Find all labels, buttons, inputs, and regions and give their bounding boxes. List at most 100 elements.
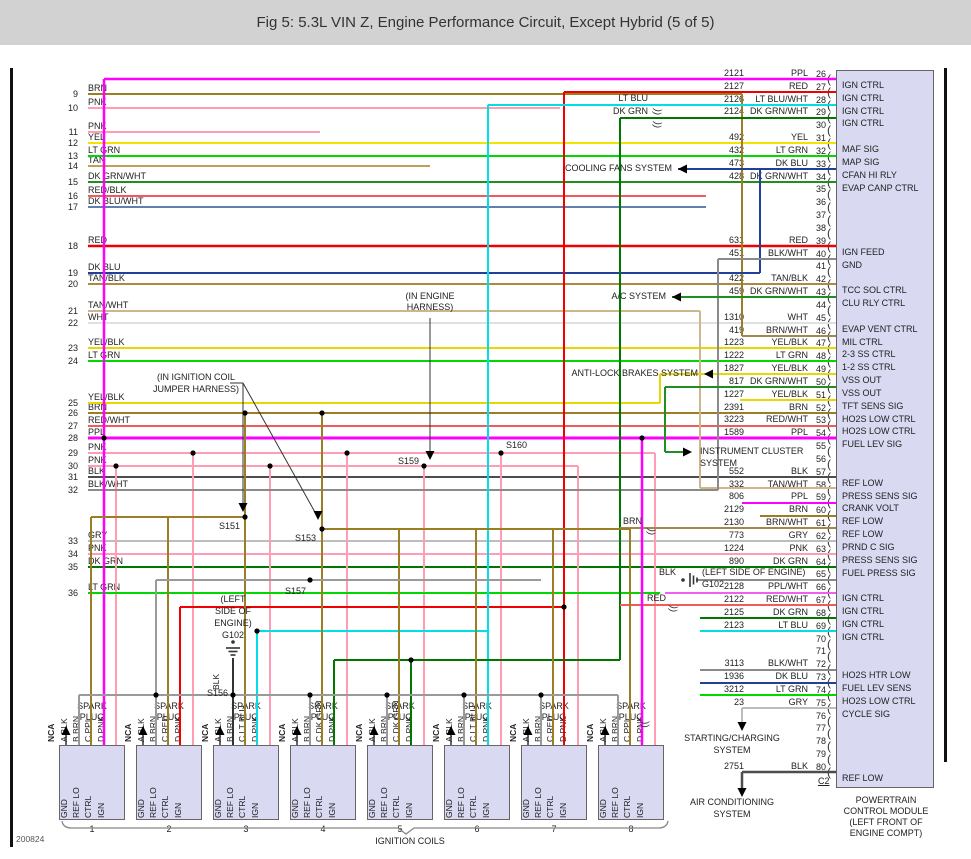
pin-signal-label: PRND C SIG — [842, 541, 895, 552]
pin-number: 65 — [815, 569, 826, 580]
pin-circuit-number: 631 — [728, 234, 744, 245]
pin-circuit-number: 2124 — [723, 106, 744, 117]
pin-number: 38 — [815, 222, 826, 233]
splice-junction-dot — [344, 450, 350, 456]
pcm-caption-line: CONTROL MODULE — [843, 806, 929, 816]
ignition-coil-box — [290, 745, 356, 820]
arrowhead — [678, 164, 687, 174]
pin-signal-label: IGN CTRL — [842, 105, 885, 116]
ignition-coil-box — [598, 745, 664, 820]
pin-number: 74 — [815, 684, 826, 695]
splice-junction-dot — [319, 410, 325, 416]
left-row-number: 20 — [67, 279, 78, 289]
left-border-bar — [10, 68, 13, 847]
left-row-number: 14 — [67, 161, 78, 171]
pin-signal-label: 1-2 SS CTRL — [842, 362, 896, 373]
pin-circuit-number: 3212 — [723, 683, 744, 694]
left-row-wire-color: YEL/BLK — [88, 337, 125, 347]
pin-signal-label: HO2S HTR LOW — [842, 670, 911, 681]
pin-number: 75 — [815, 697, 826, 708]
pin-number: 47 — [815, 338, 826, 349]
arrowhead — [238, 503, 248, 512]
pcm-caption: POWERTRAIN CONTROL MODULE (LEFT FRONT OF… — [826, 795, 946, 839]
pin-number: 72 — [815, 659, 826, 670]
pin-number: 59 — [815, 492, 826, 503]
pin-number: 55 — [815, 441, 826, 452]
harness-annotation: RED — [646, 593, 666, 603]
title-bar: Fig 5: 5.3L VIN Z, Engine Performance Ci… — [0, 0, 971, 45]
pin-number: 67 — [815, 595, 826, 606]
left-row-wire-color: YEL/BLK — [88, 392, 125, 402]
pin-circuit-number: 890 — [728, 555, 744, 566]
pin-circuit-number: 1224 — [723, 542, 744, 553]
harness-annotation: COOLING FANS SYSTEM — [564, 163, 672, 173]
pin-circuit-number: 422 — [728, 273, 744, 284]
splice-junction-dot — [101, 435, 107, 441]
pin-number: 73 — [815, 672, 826, 683]
ground-symbol-dot — [681, 578, 685, 582]
pin-bracket: ( — [827, 213, 831, 228]
harness-annotation: SYSTEM — [700, 458, 738, 468]
splice-junction-dot — [461, 692, 467, 698]
pin-wire-color: DK GRN/WHT — [750, 375, 808, 386]
pin-number: 39 — [815, 235, 826, 246]
pin-number: 30 — [815, 120, 826, 131]
arrowhead — [369, 726, 379, 735]
splice-junction-dot — [319, 526, 325, 532]
splice-junction-dot — [498, 450, 504, 456]
left-row-wire-color: PPL — [88, 427, 106, 437]
left-row-number: 15 — [67, 177, 78, 187]
splice-junction-dot — [538, 692, 544, 698]
harness-annotation: S160 — [506, 440, 528, 450]
pin-wire-color: LT BLU — [778, 619, 808, 630]
pin-number: 35 — [815, 184, 826, 195]
left-row-number: 29 — [67, 448, 78, 458]
pin-signal-label: REF LOW — [842, 516, 884, 527]
pin-signal-label: VSS OUT — [842, 387, 882, 398]
pin-wire-color: BLK/WHT — [767, 247, 808, 258]
harness-annotation: (IN ENGINE — [405, 291, 455, 301]
pin-number: 66 — [815, 582, 826, 593]
left-row-wire-color: TAN/WHT — [88, 300, 129, 310]
splice-junction-dot — [113, 463, 119, 469]
pin-number: 57 — [815, 466, 826, 477]
pin-circuit-number: 1589 — [723, 427, 744, 438]
pin-circuit-number: 817 — [728, 375, 744, 386]
pin-wire-color: YEL/BLK — [771, 388, 808, 399]
harness-annotation: HARNESS) — [406, 302, 454, 312]
pin-wire-color: PNK — [789, 542, 808, 553]
splice-junction-dot — [421, 463, 427, 469]
arrowhead — [523, 726, 533, 735]
pin-number: 34 — [815, 171, 826, 182]
pin-wire-color: DK GRN — [772, 606, 808, 617]
pin-circuit-number: 2125 — [723, 606, 744, 617]
pin-wire-color: RED/WHT — [766, 594, 808, 605]
arrowhead — [313, 511, 323, 520]
pin-wire-color: PPL — [790, 491, 808, 502]
pin-circuit-number: 1827 — [723, 363, 744, 374]
left-row-number: 31 — [67, 472, 78, 482]
pin-bracket: ( — [827, 264, 831, 279]
pin-bracket: ( — [827, 752, 831, 767]
harness-annotation: S151 — [218, 521, 240, 531]
harness-annotation: BLK — [658, 567, 676, 577]
pin-number: 28 — [815, 94, 826, 105]
pin-wire-color: BLK — [790, 760, 808, 771]
pin-number: 58 — [815, 479, 826, 490]
splice-junction-dot — [307, 577, 313, 583]
pin-wire-color: GRY — [788, 696, 808, 707]
left-row-number: 13 — [67, 151, 78, 161]
left-row-number: 30 — [67, 461, 78, 471]
pin-signal-label: HO2S LOW CTRL — [842, 413, 916, 424]
pin-bracket: ( — [827, 739, 831, 754]
pin-number: 44 — [815, 299, 826, 310]
harness-annotation: DK GRN — [612, 106, 648, 116]
left-row-number: 21 — [67, 306, 78, 316]
pin-signal-label: PRESS SENS SIG — [842, 490, 918, 501]
left-row-number: 12 — [67, 138, 78, 148]
pin-wire-color: BLK/WHT — [767, 658, 808, 669]
pin-number: 46 — [815, 325, 826, 336]
harness-annotation: ANTI-LOCK BRAKES SYSTEM — [571, 368, 698, 378]
pin-wire-color: PPL — [790, 68, 808, 78]
